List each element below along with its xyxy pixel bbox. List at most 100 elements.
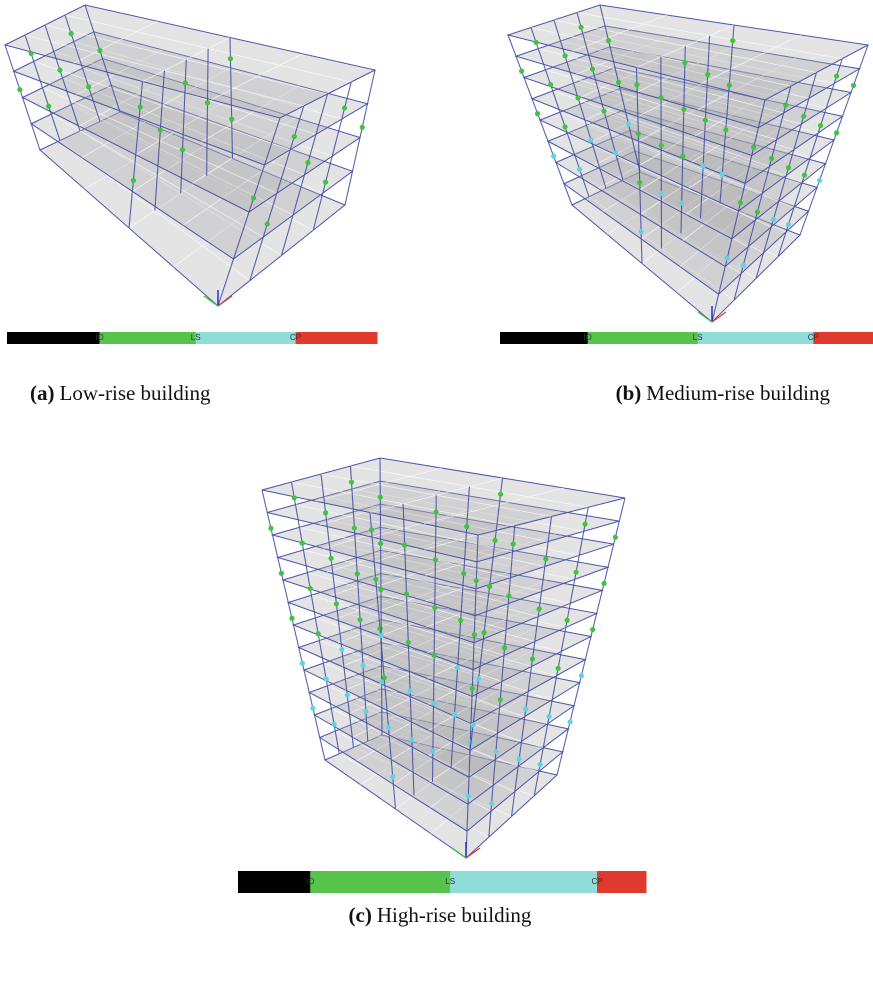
hinge [358,617,363,622]
hinge [502,645,507,650]
legend-label: IO [583,333,591,342]
hinge [786,222,791,227]
hinge [251,195,256,200]
hinge [639,229,644,234]
legend-bar: IO LS CP [7,332,378,344]
hinge [551,154,556,159]
hinge [498,697,503,702]
hinge [433,557,438,562]
hinge [433,509,438,514]
hinge [205,100,210,105]
hinge [265,221,270,226]
legend-label: LS [693,333,703,342]
hinge [279,571,284,576]
hinge [511,541,516,546]
hinge [588,137,593,142]
hinge [574,570,579,575]
caption-text: High-rise building [377,903,532,927]
caption-text: Low-rise building [60,381,212,405]
hinge [659,143,664,148]
hinge [517,756,522,761]
building-model [5,5,375,306]
hinge [680,154,685,159]
hinge [17,87,22,92]
hinge [229,117,234,122]
hinge [289,616,294,621]
hinge [470,722,475,727]
hinge [556,666,561,671]
hinge [29,51,34,56]
legend-label: CP [808,333,819,342]
legend-segment [500,332,588,344]
hinge [360,125,365,130]
hinge [432,653,437,658]
hinge [334,601,339,606]
hinge [455,665,460,670]
hinge [751,145,756,150]
hinge [46,104,51,109]
hinge [562,53,567,58]
legend-segment [588,332,699,344]
building-model [508,5,868,322]
hinge [538,762,543,767]
caption-a: (a)Low-rise building [30,381,211,405]
hinge [616,80,621,85]
hinge [720,172,725,177]
legend-segment [698,332,814,344]
hinge [543,556,548,561]
caption-b: (b)Medium-rise building [616,381,831,405]
caption-label: (b) [616,381,642,405]
hinge [575,95,580,100]
hinge [493,749,498,754]
legend-label: IO [95,333,103,342]
hinge [461,571,466,576]
hinge [834,130,839,135]
caption-text: Medium-rise building [646,381,830,405]
legend-segment [238,871,311,893]
hinge [328,556,333,561]
hinge [331,722,336,727]
legend-label: CP [290,333,301,342]
hinge [802,172,807,177]
hinge [705,72,710,77]
hinge [492,538,497,543]
hinge [769,156,774,161]
hinge [470,686,475,691]
hinge [310,706,315,711]
hinge [741,263,746,268]
page: {"figures": [ {"label": "(a)", "caption"… [0,0,873,985]
hinge [679,200,684,205]
hinge [452,712,457,717]
hinge [369,527,374,532]
hinge [834,73,839,78]
hinge [851,83,856,88]
hinge [723,127,728,132]
hinge [86,84,91,89]
hinge [565,618,570,623]
building-model [262,458,625,858]
hinge [476,676,481,681]
hinge [489,801,494,806]
hinge [755,209,760,214]
hinge [583,521,588,526]
hinge [682,60,687,65]
hinge [323,179,328,184]
caption-label: (a) [30,381,55,405]
legend-segment [310,871,450,893]
hinge [487,584,492,589]
hinge [464,524,469,529]
hinge [180,147,185,152]
hinge [339,647,344,652]
hinge [601,108,606,113]
hinge [404,591,409,596]
hinge [626,121,631,126]
hinge [378,495,383,500]
hinge [158,127,163,132]
hinge [378,587,383,592]
hinge [590,67,595,72]
legend-label: IO [306,877,314,886]
legend-label: LS [191,333,201,342]
hinge [228,56,233,61]
hinge [97,48,102,53]
